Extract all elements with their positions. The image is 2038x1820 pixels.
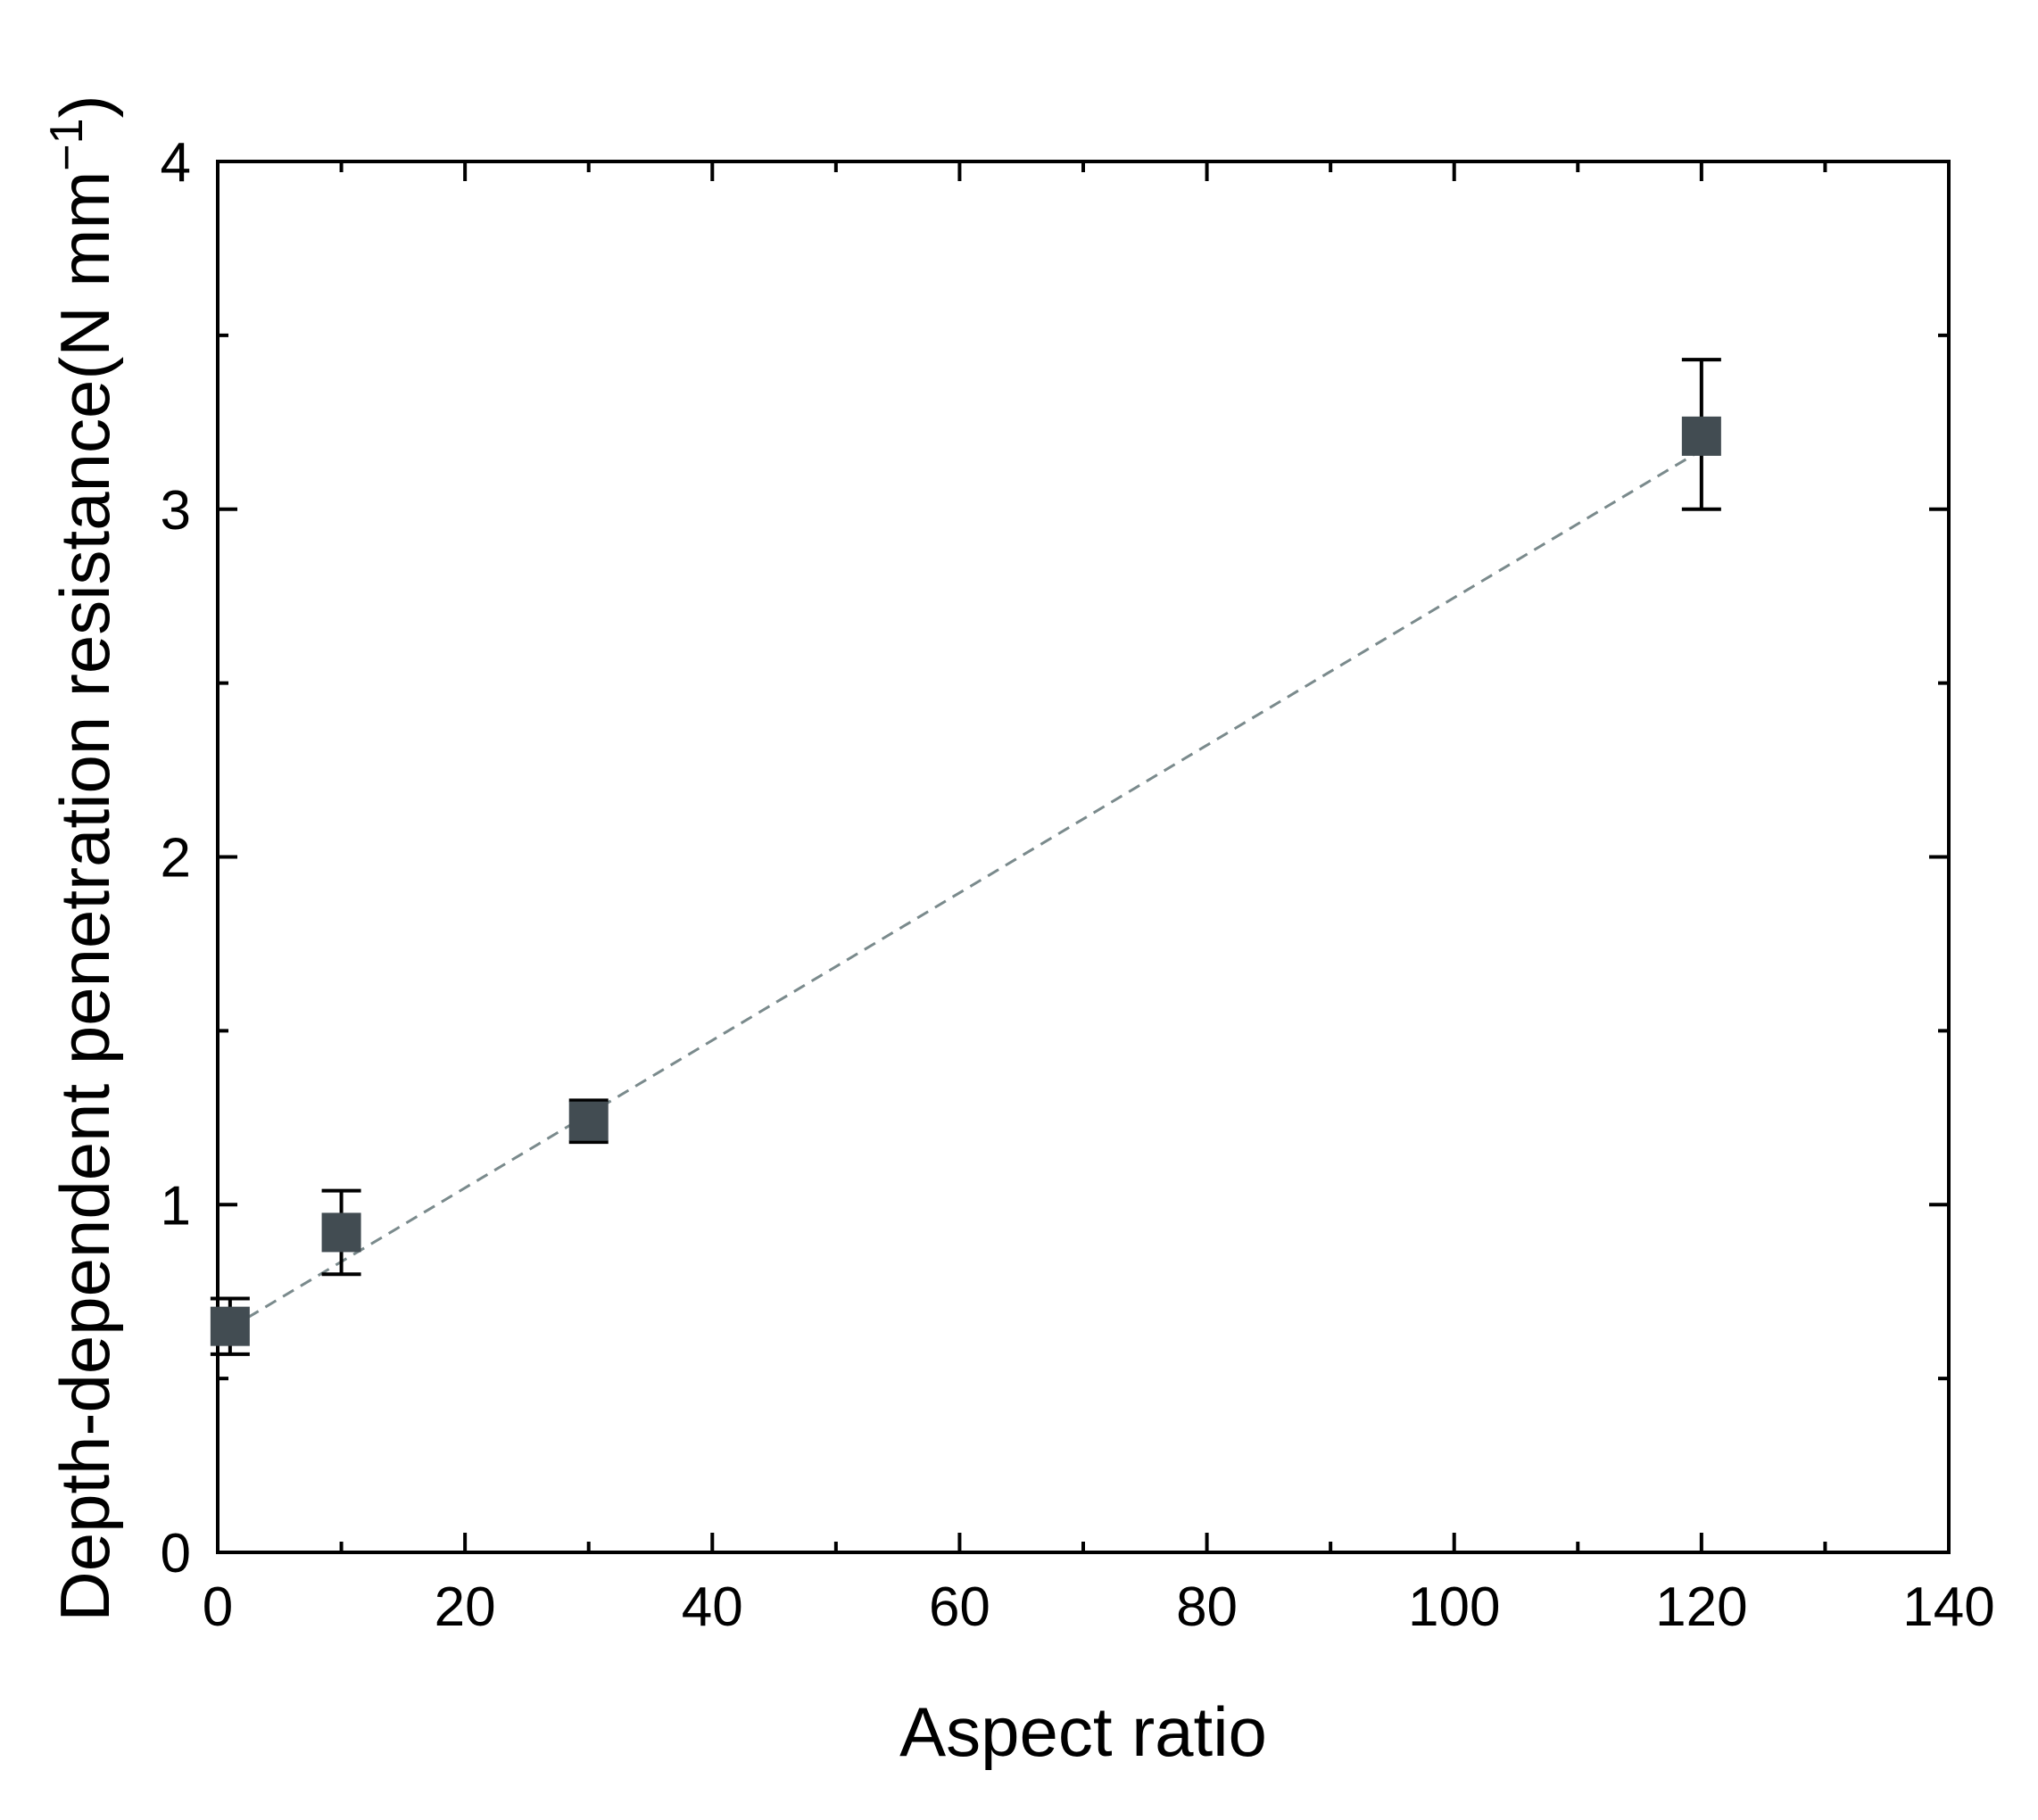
y-tick-label: 0: [161, 1523, 191, 1584]
fit-line: [229, 449, 1702, 1329]
plot-frame: [216, 160, 1951, 1554]
data-point-marker: [1681, 416, 1721, 456]
x-axis-title: Aspect ratio: [899, 1692, 1267, 1771]
y-axis-title: Depth-dependent penetration resistance(N…: [41, 95, 124, 1621]
x-tick-labels: 0 20 40 60 80 100 120 140: [203, 1576, 1995, 1638]
fit-line-layer: [229, 449, 1702, 1329]
y-tick-label: 3: [161, 480, 191, 542]
y-axis-title-unit-close: ): [46, 95, 124, 118]
data-point-marker: [210, 1306, 250, 1346]
y-axis-title-text: Depth-dependent penetration resistance: [46, 380, 124, 1622]
x-tick-label: 60: [929, 1576, 990, 1638]
x-tick-label: 80: [1176, 1576, 1238, 1638]
y-axis-title-unit-superscript: −1: [41, 118, 93, 170]
y-tick-labels: 0 1 2 3 4: [161, 132, 191, 1584]
marker-layer: [210, 416, 1721, 1346]
x-tick-label: 120: [1655, 1576, 1747, 1638]
x-tick-label: 40: [682, 1576, 743, 1638]
x-tick-label: 100: [1408, 1576, 1500, 1638]
x-tick-label: 20: [435, 1576, 496, 1638]
x-axis-ticks: [216, 161, 1951, 1552]
y-tick-label: 1: [161, 1175, 191, 1237]
x-tick-label: 140: [1902, 1576, 1994, 1638]
x-tick-label: 0: [203, 1576, 233, 1638]
data-point-marker: [568, 1101, 609, 1141]
data-point-marker: [321, 1212, 361, 1253]
y-tick-label: 2: [161, 828, 191, 889]
errorbar-layer: [210, 358, 1721, 1356]
y-tick-label: 4: [161, 132, 191, 194]
y-axis-title-unit-open: (N mm: [46, 171, 124, 380]
y-axis-ticks: [218, 160, 1949, 1554]
